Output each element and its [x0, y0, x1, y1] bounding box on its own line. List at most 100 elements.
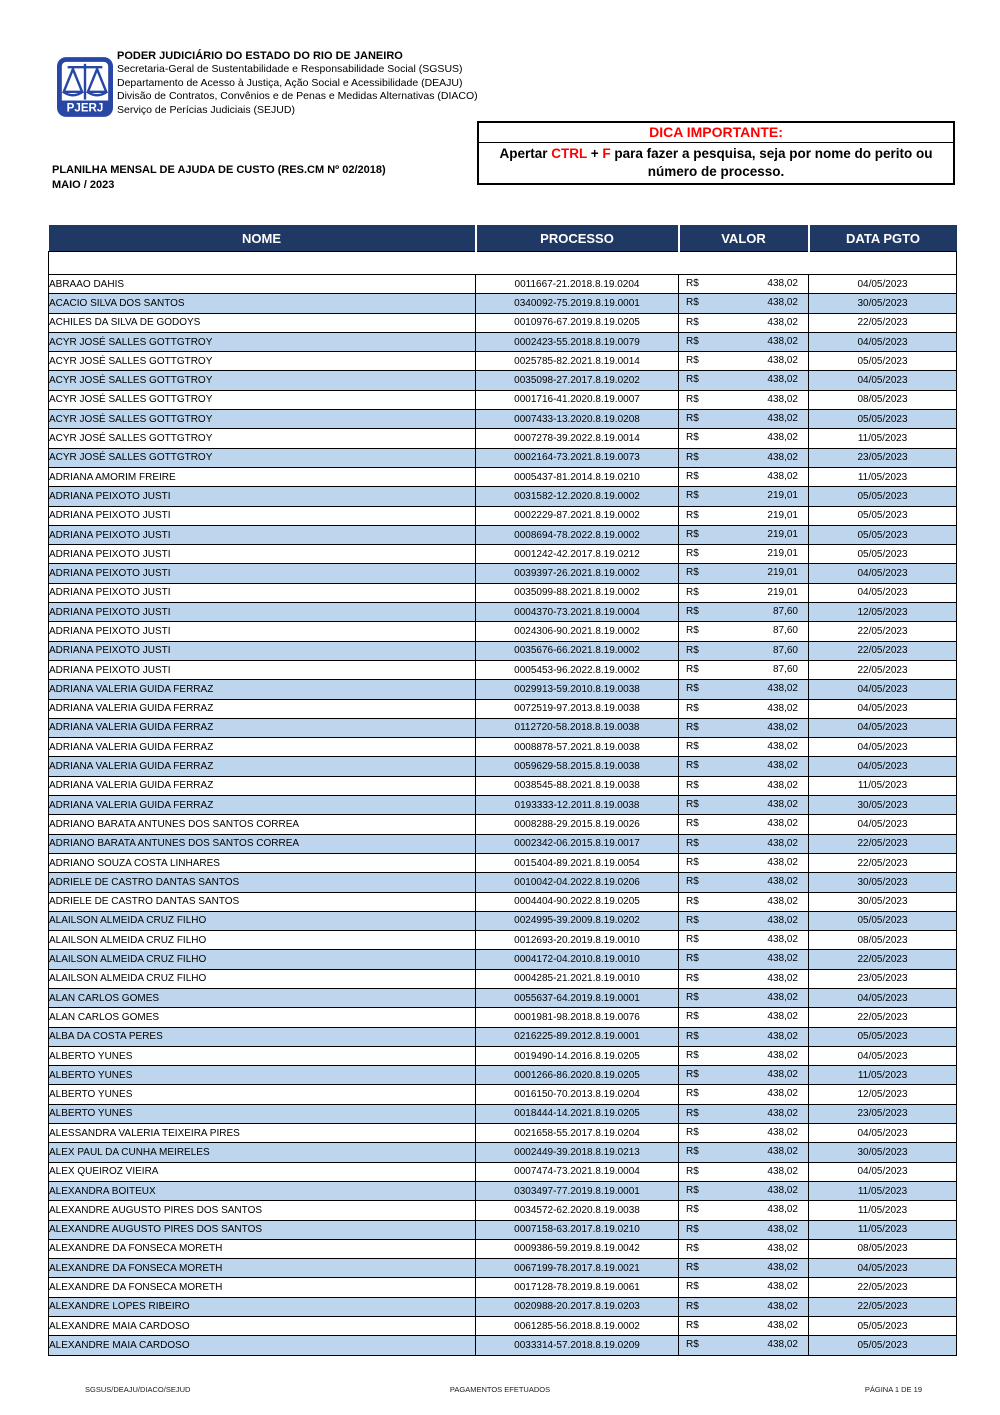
cell-valor: R$ 438,02 [678, 949, 809, 970]
table-row: ALAILSON ALMEIDA CRUZ FILHO 0012693-20.20… [48, 930, 957, 951]
table-row: ADRIANA PEIXOTO JUSTI 0035676-66.2021.8.1… [48, 640, 957, 661]
cell-data-pgto: 22/05/2023 [808, 1007, 957, 1028]
cell-name: ALBERTO YUNES [48, 1084, 476, 1105]
cell-name: ALEXANDRE LOPES RIBEIRO [48, 1296, 476, 1318]
cell-data-pgto: 22/05/2023 [808, 640, 957, 661]
cell-valor: R$ 87,60 [678, 659, 809, 681]
currency-symbol: R$ [686, 818, 699, 830]
table-row: ALBERTO YUNES 0019490-14.2016.8.19.0205 R$… [48, 1045, 957, 1067]
cell-data-pgto: 11/05/2023 [808, 1065, 957, 1086]
cell-processo: 0025785-82.2021.8.19.0014 [475, 351, 679, 372]
currency-symbol: R$ [686, 278, 699, 289]
amount-value: 438,02 [767, 316, 798, 328]
currency-symbol: R$ [686, 1281, 699, 1293]
cell-processo: 0303497-77.2019.8.19.0001 [475, 1180, 679, 1202]
cell-data-pgto: 04/05/2023 [808, 563, 957, 584]
amount-value: 438,02 [767, 335, 798, 347]
table-row: ADRIANA VALERIA GUIDA FERRAZ 0008878-57.2… [48, 737, 957, 758]
table-row: ALESSANDRA VALERIA TEIXEIRA PIRES 0021658… [48, 1123, 957, 1144]
cell-data-pgto: 05/05/2023 [808, 544, 957, 565]
cell-name: ADRIANA AMORIM FREIRE [48, 466, 476, 488]
amount-value: 87,60 [772, 606, 798, 618]
cell-name: ALBA DA COSTA PERES [48, 1026, 476, 1047]
cell-name: ACYR JOSÉ SALLES GOTTGTROY [48, 370, 476, 391]
cell-name: ADRIANA PEIXOTO JUSTI [48, 544, 476, 565]
cell-valor: R$ 438,02 [678, 814, 809, 835]
cell-processo: 0004404-90.2022.8.19.0205 [475, 891, 679, 912]
cell-name: ALAN CARLOS GOMES [48, 1007, 476, 1028]
cell-name: ACYR JOSÉ SALLES GOTTGTROY [48, 389, 476, 411]
currency-symbol: R$ [686, 741, 699, 753]
table-row: ALAN CARLOS GOMES 0055637-64.2019.8.19.00… [48, 987, 957, 1009]
currency-symbol: R$ [686, 567, 699, 579]
cell-processo: 0016150-70.2013.8.19.0204 [475, 1084, 679, 1105]
currency-symbol: R$ [686, 1242, 699, 1254]
cell-valor: R$ 438,02 [678, 775, 809, 797]
table-row: ALBA DA COSTA PERES 0216225-89.2012.8.19.… [48, 1026, 957, 1047]
cell-valor: R$ 438,02 [678, 1103, 809, 1125]
cell-data-pgto: 05/05/2023 [808, 1026, 957, 1047]
cell-data-pgto: 22/05/2023 [808, 949, 957, 970]
table-row: ADRIANA PEIXOTO JUSTI 0005453-96.2022.8.1… [48, 659, 957, 681]
cell-valor: R$ 438,02 [678, 409, 809, 430]
amount-value: 219,01 [767, 567, 798, 579]
currency-symbol: R$ [686, 625, 699, 637]
footer-department: SGSUS/DEAJU/DIACO/SEJUD [85, 1385, 191, 1394]
table-row: ADRIANA PEIXOTO JUSTI 0004370-73.2021.8.1… [48, 602, 957, 623]
table-row: ALEX PAUL DA CUNHA MEIRELES 0002449-39.20… [48, 1142, 957, 1163]
cell-processo: 0021658-55.2017.8.19.0204 [475, 1123, 679, 1144]
cell-data-pgto: 04/05/2023 [808, 1258, 957, 1279]
currency-symbol: R$ [686, 335, 699, 347]
amount-value: 438,02 [767, 741, 798, 753]
currency-symbol: R$ [686, 1204, 699, 1216]
amount-value: 438,02 [767, 818, 798, 830]
pjerj-logo: PJERJ [57, 57, 113, 117]
amount-value: 438,02 [767, 470, 798, 482]
amount-value: 438,02 [767, 934, 798, 946]
table-row: ACYR JOSÉ SALLES GOTTGTROY 0007433-13.202… [48, 409, 957, 430]
amount-value: 219,01 [767, 548, 798, 560]
cell-valor: R$ 219,01 [678, 544, 809, 565]
table-row: ADRIANA PEIXOTO JUSTI 0024306-90.2021.8.1… [48, 621, 957, 642]
currency-symbol: R$ [686, 1069, 699, 1081]
table-row: ADRIANA VALERIA GUIDA FERRAZ 0059629-58.2… [48, 756, 957, 777]
table-row: ALBERTO YUNES 0018444-14.2021.8.19.0205 R$… [48, 1103, 957, 1125]
cell-data-pgto: 04/05/2023 [808, 814, 957, 835]
spacer-cell [48, 251, 957, 275]
table-row: ALEXANDRE MAIA CARDOSO 0033314-57.2018.8.… [48, 1335, 957, 1356]
cell-valor: R$ 438,02 [678, 447, 809, 468]
tip-body: Apertar CTRL + F para fazer a pesquisa, … [479, 143, 953, 183]
currency-symbol: R$ [686, 1146, 699, 1158]
cell-processo: 0216225-89.2012.8.19.0001 [475, 1026, 679, 1047]
currency-symbol: R$ [686, 509, 699, 521]
currency-symbol: R$ [686, 1339, 699, 1351]
cell-name: ALEXANDRA BOITEUX [48, 1180, 476, 1202]
amount-value: 438,02 [767, 972, 798, 984]
amount-value: 438,02 [767, 1184, 798, 1196]
cell-valor: R$ 438,02 [678, 737, 809, 758]
cell-data-pgto: 08/05/2023 [808, 389, 957, 411]
cell-name: ACYR JOSÉ SALLES GOTTGTROY [48, 331, 476, 353]
cell-valor: R$ 438,02 [678, 1007, 809, 1028]
cell-name: ADRIANA PEIXOTO JUSTI [48, 621, 476, 642]
cell-processo: 0007158-63.2017.8.19.0210 [475, 1219, 679, 1240]
currency-symbol: R$ [686, 1107, 699, 1119]
cell-processo: 0001266-86.2020.8.19.0205 [475, 1065, 679, 1086]
tip-box: DICA IMPORTANTE: Apertar CTRL + F para f… [477, 121, 955, 185]
currency-symbol: R$ [686, 451, 699, 463]
currency-symbol: R$ [686, 856, 699, 868]
currency-symbol: R$ [686, 1030, 699, 1042]
cell-valor: R$ 87,60 [678, 602, 809, 623]
cell-name: ADRIANA PEIXOTO JUSTI [48, 602, 476, 623]
currency-symbol: R$ [686, 1127, 699, 1139]
amount-value: 438,02 [767, 953, 798, 965]
currency-symbol: R$ [686, 1165, 699, 1177]
cell-valor: R$ 438,02 [678, 1180, 809, 1202]
cell-data-pgto: 11/05/2023 [808, 1180, 957, 1202]
currency-symbol: R$ [686, 876, 699, 888]
amount-value: 438,02 [767, 1107, 798, 1119]
currency-symbol: R$ [686, 914, 699, 926]
cell-processo: 0020988-20.2017.8.19.0203 [475, 1296, 679, 1318]
tip-f-key: F [602, 146, 611, 161]
cell-processo: 0193333-12.2011.8.19.0038 [475, 795, 679, 816]
